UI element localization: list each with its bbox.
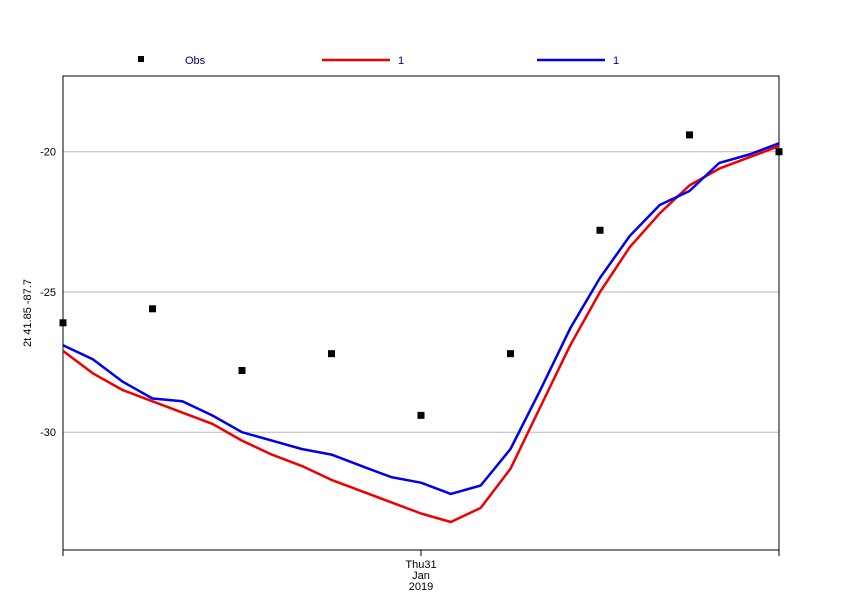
y-tick-label: -20 (40, 147, 56, 159)
legend: Obs 1 1 (138, 55, 619, 67)
obs-point (328, 350, 335, 358)
obs-point (507, 350, 514, 358)
legend-label: Obs (185, 55, 206, 67)
y-axis-ticks: -30 -25 -20 (40, 147, 56, 439)
y-axis-label: 2t 41.85 -87.7 (22, 279, 34, 347)
legend-marker-obs (138, 56, 144, 62)
x-tick-label: Thu31 (405, 559, 436, 571)
obs-point (238, 366, 246, 374)
series-group (59, 131, 783, 524)
x-tick-label: Jan (412, 570, 430, 582)
legend-label: 1 (613, 55, 619, 67)
plot-area-frame (62, 75, 780, 551)
obs-point (149, 305, 156, 313)
legend-label: 1 (398, 55, 404, 67)
y-tick-label: -30 (40, 427, 56, 439)
obs-point (596, 226, 604, 234)
obs-point (417, 411, 425, 419)
obs-point (775, 148, 783, 156)
y-tick-label: -25 (40, 287, 56, 299)
x-tick-label: 2019 (409, 581, 433, 593)
obs-point (59, 319, 67, 327)
series-line-2 (62, 142, 780, 496)
series-line-1 (62, 144, 780, 524)
obs-point (686, 131, 693, 139)
gridlines (63, 151, 779, 433)
